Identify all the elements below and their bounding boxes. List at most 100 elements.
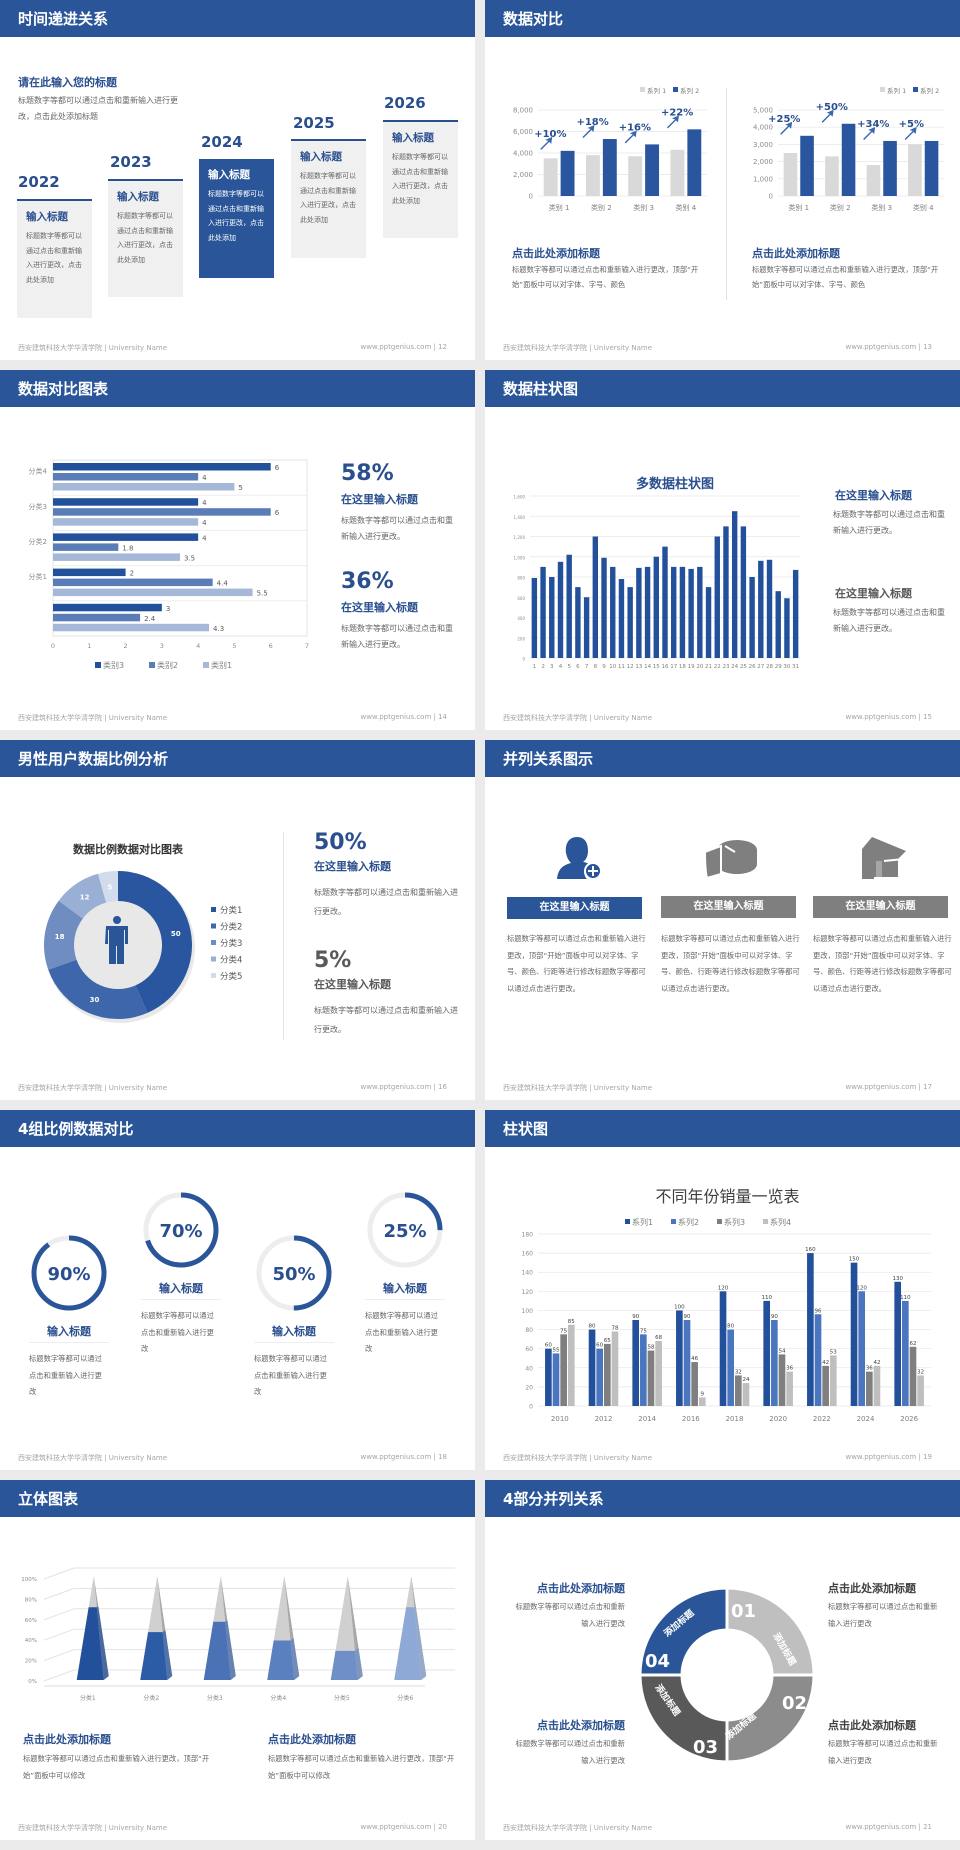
bar: [611, 1331, 619, 1406]
stat-title: 在这里输入标题: [314, 860, 391, 873]
bar: [705, 587, 712, 658]
timeline-card[interactable]: 输入标题 标题数字等都可以通过点击和重新输入进行更改，点击此处添加: [108, 179, 183, 297]
gridline-side: [43, 1587, 75, 1600]
bar: [723, 526, 729, 658]
timeline-card[interactable]: 输入标题 标题数字等都可以通过点击和重新输入进行更改，点击此处添加: [383, 120, 458, 238]
card-text: 标题数字等都可以通过点击和重新输入进行更改，点击此处添加: [300, 172, 356, 224]
bar: [627, 587, 633, 658]
bar: [636, 567, 642, 658]
footer-url[interactable]: www.pptgenius.com: [845, 1083, 917, 1091]
item-label-button[interactable]: 在这里输入标题: [661, 896, 796, 918]
page-number: | 21: [918, 1823, 933, 1831]
legend-label: 类别3: [103, 660, 124, 670]
bar: [766, 559, 773, 658]
bar: [596, 1348, 603, 1406]
slide-title: 4部分并列关系: [503, 1490, 604, 1508]
legend-label: 类别1: [211, 660, 232, 670]
category-label: 7: [585, 664, 589, 670]
pyramid-value-side: [162, 1630, 173, 1680]
data-label: 78: [611, 1325, 618, 1331]
slice-label: 18: [55, 933, 65, 941]
bar: [786, 1371, 793, 1406]
category-label: 28: [766, 664, 773, 670]
bar: [644, 566, 651, 658]
pyramid-value: [140, 1632, 168, 1680]
ring-title: 输入标题: [47, 1325, 91, 1338]
footer-url[interactable]: www.pptgenius.com: [360, 343, 432, 351]
footer-url[interactable]: www.pptgenius.com: [360, 713, 432, 721]
segment-01[interactable]: [725, 1586, 816, 1677]
data-label: 9: [701, 1391, 705, 1397]
footer-url[interactable]: www.pptgenius.com: [360, 1823, 432, 1831]
footer-url[interactable]: www.pptgenius.com: [360, 1083, 432, 1091]
category-label: 9: [602, 664, 606, 670]
legend-swatch: [211, 973, 216, 978]
bar: [719, 1291, 727, 1406]
timeline-card[interactable]: 输入标题 标题数字等都可以通过点击和重新输入进行更改，点击此处添加: [17, 199, 92, 318]
page-number: | 13: [918, 343, 933, 351]
bar: [628, 156, 643, 196]
footer-url[interactable]: www.pptgenius.com: [360, 1453, 432, 1461]
item-label-button[interactable]: 在这里输入标题: [507, 897, 642, 919]
data-label: 150: [849, 1257, 860, 1263]
segment-03[interactable]: [638, 1673, 729, 1764]
bar: [53, 533, 199, 541]
slide-header: 时间递进关系: [0, 0, 475, 37]
bar: [662, 546, 668, 658]
item-label-button[interactable]: 在这里输入标题: [813, 896, 948, 918]
data-label: 4.3: [213, 625, 224, 633]
data-label: 32: [735, 1369, 742, 1375]
ring-title: 输入标题: [159, 1282, 203, 1295]
segment-02[interactable]: [725, 1673, 816, 1764]
x-tick-label: 5: [232, 642, 236, 650]
timeline-card-highlighted[interactable]: 输入标题 标题数字等都可以通过点击和重新输入进行更改，点击此处添加: [199, 159, 274, 278]
y-tick-label: 3,000: [753, 141, 773, 149]
slide-title: 数据对比图表: [18, 380, 109, 398]
data-label: 4: [202, 534, 207, 542]
bar: [691, 1362, 698, 1406]
footer-right: www.pptgenius.com | 16: [360, 1083, 447, 1091]
stat-text: 标题数字等都可以通过点击和重新输入进行更改。: [341, 624, 453, 649]
segment-04[interactable]: [638, 1586, 729, 1677]
footer-url[interactable]: www.pptgenius.com: [845, 713, 917, 721]
block-text: 标题数字等都可以通过点击和重新输入进行更改: [515, 1602, 625, 1628]
bar: [53, 483, 235, 491]
timeline-card[interactable]: 输入标题 标题数字等都可以通过点击和重新输入进行更改，点击此处添加: [291, 139, 366, 258]
footer-university: 西安建筑科技大学华清学院 | University Name: [18, 714, 167, 722]
stat-value: 50%: [314, 830, 367, 855]
x-tick-label: 2: [124, 642, 128, 650]
data-label: 62: [909, 1341, 916, 1347]
category-label: 5: [567, 664, 571, 670]
change-annotation: +50%: [816, 102, 848, 113]
page-number: | 19: [918, 1453, 933, 1461]
legend-label: 分类1: [220, 905, 242, 916]
slide-16: 男性用户数据比例分析 数据比例数据对比图表 50 分类1 30 分类2 18 分类3 12 分…: [0, 740, 475, 1100]
legend-swatch: [671, 1219, 676, 1224]
bar: [567, 1324, 575, 1406]
page-number: | 16: [433, 1083, 448, 1091]
footer-university: 西安建筑科技大学华清学院 | University Name: [18, 1824, 167, 1832]
category-label: 2012: [595, 1415, 613, 1423]
footer-right: www.pptgenius.com | 18: [360, 1453, 447, 1461]
legend-label: 分类2: [220, 922, 242, 933]
data-label: 90: [632, 1314, 639, 1320]
bar: [531, 578, 538, 658]
footer-right: www.pptgenius.com | 20: [360, 1823, 447, 1831]
footer-url[interactable]: www.pptgenius.com: [845, 343, 917, 351]
pyramid-chart: 0% 20% 40% 60% 80% 100% 分类1 分类2 分类3 分类4 分类5 分类6: [21, 1567, 455, 1702]
arrow-up-icon: [624, 130, 637, 144]
segment-number: 03: [693, 1737, 718, 1758]
category-label: 11: [618, 664, 625, 670]
pyramid-value: [330, 1650, 358, 1680]
footer-right: www.pptgenius.com | 12: [360, 343, 447, 351]
x-tick-label: 6: [269, 642, 273, 650]
y-tick-label: 0%: [28, 1679, 37, 1685]
arrow-up-icon: [780, 121, 793, 135]
bar: [575, 587, 581, 658]
footer-url[interactable]: www.pptgenius.com: [845, 1823, 917, 1831]
bar: [917, 1375, 924, 1406]
y-tick-label: 1,000: [514, 555, 526, 560]
person-head: [113, 916, 121, 924]
footer-url[interactable]: www.pptgenius.com: [845, 1453, 917, 1461]
ring-label: 50%: [272, 1264, 315, 1285]
